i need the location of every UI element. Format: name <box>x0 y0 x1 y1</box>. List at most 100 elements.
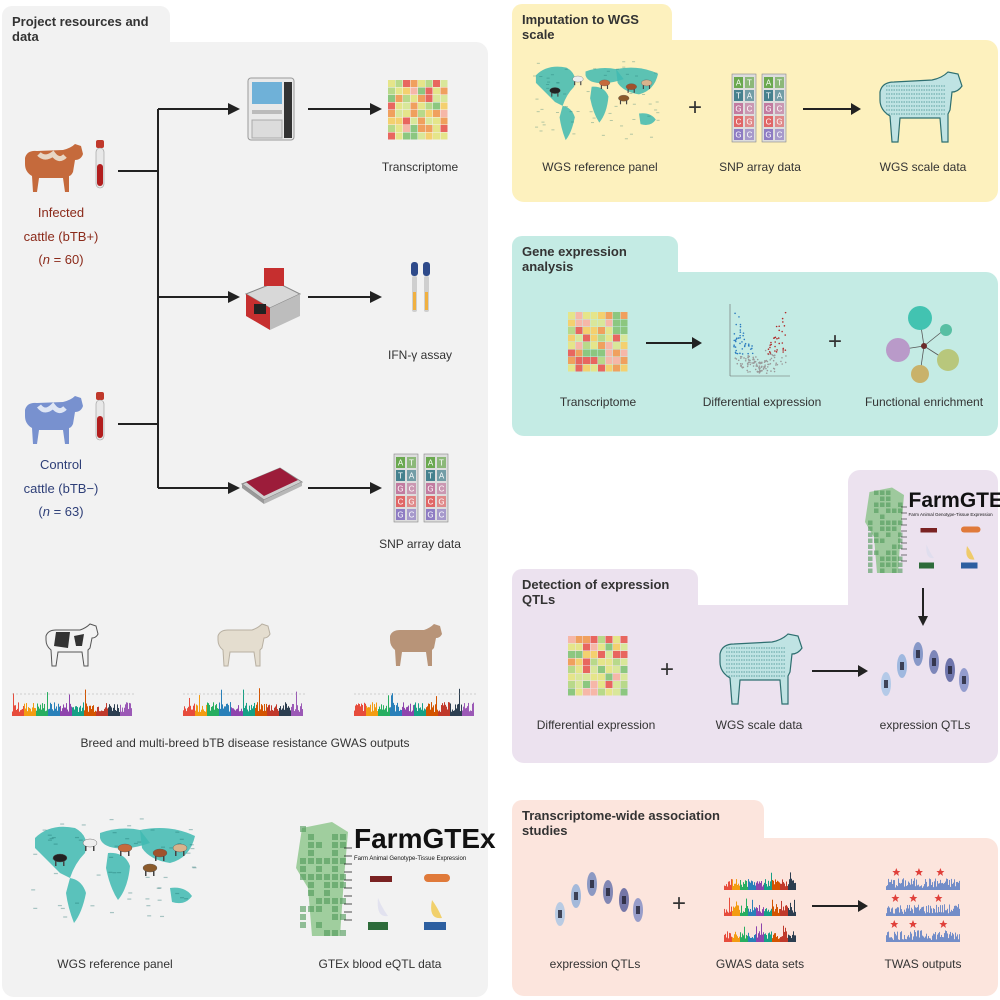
svg-text:C: C <box>439 485 445 494</box>
blood-tube-icon-control <box>95 392 105 441</box>
svg-text:G: G <box>427 485 433 494</box>
svg-text:A: A <box>747 92 753 101</box>
wgs-reference-label: WGS reference panel <box>542 160 658 174</box>
n-symbol: n <box>42 252 50 267</box>
svg-text:A: A <box>766 79 772 88</box>
manhattan-plot-2 <box>183 688 305 716</box>
transcriptome-heatmap-icon-2 <box>568 312 628 372</box>
twas-outputs-label: TWAS outputs <box>884 957 962 971</box>
svg-text:A: A <box>736 79 742 88</box>
ifn-assay-label: IFN-γ assay <box>387 348 452 362</box>
differential-expression-label: Differential expression <box>702 395 822 409</box>
control-cow-icon <box>25 396 83 444</box>
sample-plate-icon <box>240 467 304 504</box>
svg-text:C: C <box>747 131 753 140</box>
eqtl-violin-icon-twas <box>555 872 643 926</box>
charolais-cow-icon <box>217 623 271 667</box>
svg-text:C: C <box>747 105 753 114</box>
transcriptome-heatmap-icon <box>388 80 448 140</box>
wgs-cow-icon <box>879 71 963 143</box>
sample-flow-connectors <box>118 103 382 494</box>
svg-text:T: T <box>777 79 782 88</box>
infected-sample-size: (n = 60) <box>38 252 84 267</box>
gtex-eqtl-caption: GTEx blood eQTL data <box>318 957 442 971</box>
project-resources-title: Project resources and data <box>2 6 170 44</box>
world-map-icon <box>31 818 197 923</box>
plus-icon-1: + <box>688 94 703 121</box>
plus-icon-2: + <box>828 328 843 355</box>
wgs-reference-caption: WGS reference panel <box>57 957 173 971</box>
svg-text:G: G <box>746 118 752 127</box>
svg-text:Farm Animal Genotype-Tissue Ex: Farm Animal Genotype-Tissue Expression <box>909 512 994 517</box>
svg-text:C: C <box>766 118 772 127</box>
svg-text:Farm Animal Genotype-Tissue Ex: Farm Animal Genotype-Tissue Expression <box>354 856 466 862</box>
gene-expression-title: Gene expression analysis <box>512 236 678 274</box>
svg-text:T: T <box>398 472 403 481</box>
svg-text:G: G <box>735 131 741 140</box>
svg-text:G: G <box>397 511 403 520</box>
gwas-datasets-icon <box>724 872 796 942</box>
transcriptome-label-2: Transcriptome <box>559 395 637 409</box>
svg-text:T: T <box>409 459 414 468</box>
infected-label-line1: Infected <box>37 205 85 220</box>
snp-array-label: SNP array data <box>379 537 461 551</box>
svg-text:T: T <box>428 472 433 481</box>
snp-array-icon-imputation: A TT AG CC GG CA TT AG CC GG C <box>731 73 787 143</box>
functional-enrichment-label: Functional enrichment <box>864 395 984 409</box>
farmgtex-logo: FarmGTEx Farm Animal Genotype-Tissue Expr… <box>292 818 496 942</box>
svg-text:T: T <box>747 79 752 88</box>
control-label-line1: Control <box>40 457 82 472</box>
eqtl-title: Detection of expression QTLs <box>512 569 698 611</box>
arrow-eqtl <box>812 665 868 677</box>
control-sample-size: (n = 63) <box>38 504 84 519</box>
snp-array-label-imputation: SNP array data <box>719 160 801 174</box>
svg-text:T: T <box>736 92 741 101</box>
svg-text:C: C <box>736 118 742 127</box>
wgs-scale-label-eqtl: WGS scale data <box>715 718 803 732</box>
svg-text:A: A <box>428 459 434 468</box>
plus-icon-3: + <box>660 656 675 683</box>
svg-text:G: G <box>397 485 403 494</box>
manhattan-plot-1 <box>12 689 134 716</box>
svg-text:C: C <box>428 498 434 507</box>
infected-n-value: = 60 <box>49 252 80 267</box>
svg-text:G: G <box>776 118 782 127</box>
enrichment-network-icon <box>886 306 959 383</box>
twas-panel <box>512 838 998 996</box>
eqtl-violin-icon <box>881 642 969 696</box>
wgs-cow-icon-eqtl <box>719 633 803 705</box>
ifn-assay-tubes-icon <box>411 262 430 312</box>
svg-text:C: C <box>398 498 404 507</box>
elisa-reader-icon <box>244 268 302 330</box>
svg-text:C: C <box>409 485 415 494</box>
svg-text:A: A <box>439 472 445 481</box>
svg-text:G: G <box>408 498 414 507</box>
svg-text:FarmGTEx: FarmGTEx <box>354 823 496 854</box>
svg-text:T: T <box>766 92 771 101</box>
svg-text:T: T <box>439 459 444 468</box>
svg-text:A: A <box>398 459 404 468</box>
svg-text:C: C <box>777 131 783 140</box>
world-map-icon-imputation <box>532 61 660 141</box>
svg-text:G: G <box>765 105 771 114</box>
imputation-title: Imputation to WGS scale <box>512 4 672 42</box>
wgs-scale-label: WGS scale data <box>879 160 967 174</box>
gwas-outputs-caption: Breed and multi-breed bTB disease resist… <box>80 736 410 750</box>
svg-text:A: A <box>777 92 783 101</box>
twas-title: Transcriptome-wide association studies <box>512 800 764 838</box>
manhattan-plot-3 <box>354 688 476 716</box>
svg-text:G: G <box>438 498 444 507</box>
holstein-cow-icon <box>45 623 99 667</box>
svg-text:C: C <box>777 105 783 114</box>
differential-expression-label-eqtl: Differential expression <box>536 718 656 732</box>
n-symbol-control: n <box>42 504 50 519</box>
sequencer-machine-icon <box>247 77 295 141</box>
control-label-line2: cattle (bTB−) <box>23 481 99 496</box>
expression-qtls-label: expression QTLs <box>879 718 971 732</box>
arrow-imputation <box>803 103 861 115</box>
transcriptome-label: Transcriptome <box>381 160 459 174</box>
svg-text:G: G <box>427 511 433 520</box>
plus-icon-4: + <box>672 890 687 917</box>
volcano-plot-icon <box>729 304 790 377</box>
